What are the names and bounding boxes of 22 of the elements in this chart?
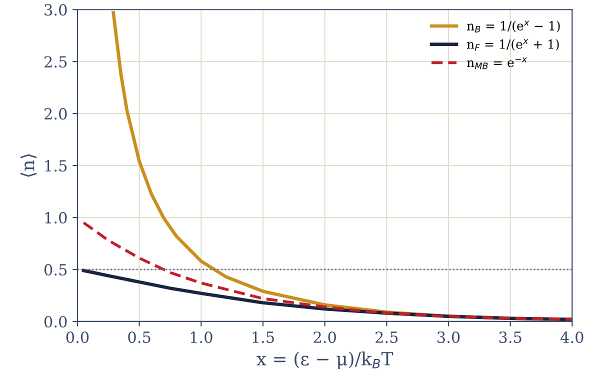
x-tick-label: 0.0 bbox=[66, 331, 89, 344]
x-tick-label: 2.0 bbox=[314, 331, 336, 344]
legend-label: n$_{MB}$ = e$^{−x}$ bbox=[466, 57, 528, 70]
y-tick-label: 2.0 bbox=[44, 108, 67, 120]
y-tick-label: 0.0 bbox=[44, 316, 67, 328]
y-tick-label: 0.5 bbox=[44, 264, 67, 276]
x-axis-title: x = (ε − μ)/k$_{B}$T bbox=[256, 352, 394, 370]
y-axis-title: ⟨n⟩ bbox=[20, 154, 37, 177]
legend-label: n$_{B}$ = 1/(e$^{x}$ − 1) bbox=[466, 20, 560, 32]
line-series bbox=[82, 221, 572, 321]
x-tick-label: 1.5 bbox=[252, 331, 274, 344]
x-tick-label: 2.5 bbox=[376, 331, 398, 344]
x-tick-label: 3.0 bbox=[438, 331, 460, 344]
y-tick-label: 3.0 bbox=[44, 4, 67, 16]
x-tick-label: 0.5 bbox=[128, 331, 150, 344]
y-tick-label: 1.0 bbox=[45, 212, 67, 224]
x-tick-label: 1.0 bbox=[190, 331, 212, 344]
x-tick-label: 3.5 bbox=[499, 331, 522, 344]
y-tick-label: 2.5 bbox=[44, 56, 67, 68]
y-tick-label: 1.5 bbox=[45, 160, 67, 172]
x-tick-label: 4.0 bbox=[560, 331, 584, 344]
legend-label: n$_{F}$ = 1/(e$^{x}$ + 1) bbox=[466, 39, 559, 51]
